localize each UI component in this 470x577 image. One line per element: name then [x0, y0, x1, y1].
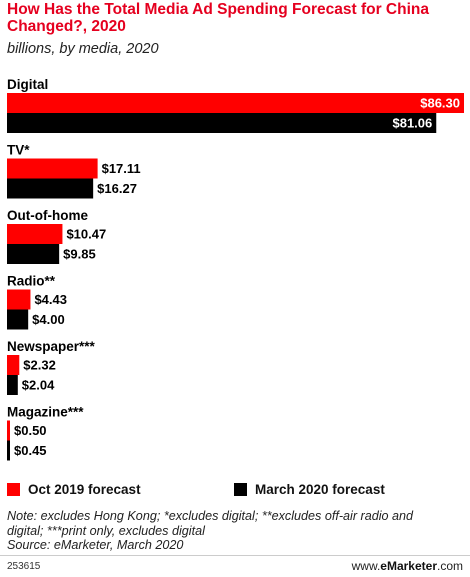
brand-link[interactable]: www.eMarketer.com — [352, 559, 463, 573]
data-label-radio-march-2020: $4.00 — [32, 312, 65, 327]
chart-id: 253615 — [7, 561, 41, 572]
bar-tv-oct-2019 — [7, 158, 98, 179]
data-label-tv-oct-2019: $17.11 — [102, 161, 141, 176]
data-label-magazine-oct-2019: $0.50 — [14, 423, 47, 438]
footnote-line-2: digital; ***print only, excludes digital — [7, 523, 205, 538]
data-label-out-of-home-oct-2019: $10.47 — [66, 227, 106, 242]
bar-digital-oct-2019 — [7, 93, 464, 113]
chart-title: How Has the Total Media Ad Spending Fore… — [7, 1, 429, 35]
brand-suffix: .com — [436, 559, 463, 573]
bar-chart: Digital $86.30 $81.06 TV* $17.11 $16.27 Out-of… — [7, 77, 464, 461]
legend-swatch-oct-2019 — [7, 482, 20, 496]
bar-radio-march-2020 — [7, 309, 29, 330]
category-label-out-of-home: Out-of-home — [7, 208, 88, 223]
brand-name: eMarketer — [380, 559, 437, 573]
footer-divider — [0, 555, 470, 556]
category-label-digital: Digital — [7, 77, 48, 92]
bar-newspaper-march-2020 — [7, 375, 18, 395]
bar-out-of-home-march-2020 — [7, 244, 60, 264]
category-label-tv: TV* — [7, 143, 30, 158]
brand-prefix: www. — [351, 559, 381, 573]
data-label-tv-march-2020: $16.27 — [97, 181, 137, 196]
legend-item-oct-2019: Oct 2019 forecast — [7, 480, 141, 498]
data-label-newspaper-oct-2019: $2.32 — [23, 358, 56, 373]
data-label-digital-oct-2019: $86.30 — [420, 96, 460, 111]
bar-digital-march-2020 — [7, 113, 437, 133]
legend-item-march-2020: March 2020 forecast — [234, 480, 385, 498]
bar-tv-march-2020 — [7, 178, 94, 199]
data-label-out-of-home-march-2020: $9.85 — [63, 247, 96, 262]
bar-out-of-home-oct-2019 — [7, 224, 63, 244]
bar-magazine-oct-2019 — [7, 420, 10, 441]
bar-newspaper-oct-2019 — [7, 355, 20, 375]
category-label-newspaper: Newspaper*** — [7, 339, 96, 354]
legend-label-oct-2019: Oct 2019 forecast — [28, 481, 141, 497]
bar-radio-oct-2019 — [7, 289, 31, 310]
category-label-magazine: Magazine*** — [7, 405, 84, 420]
bar-magazine-march-2020 — [7, 440, 10, 461]
source-line: Source: eMarketer, March 2020 — [7, 538, 184, 552]
data-label-magazine-march-2020: $0.45 — [14, 443, 47, 458]
footnote-line-1: Note: excludes Hong Kong; *excludes digi… — [7, 509, 414, 523]
footnote: Note: excludes Hong Kong; *excludes digi… — [7, 509, 463, 553]
data-label-digital-march-2020: $81.06 — [392, 116, 432, 131]
chart-subtitle: billions, by media, 2020 — [7, 41, 159, 57]
legend-label-march-2020: March 2020 forecast — [255, 481, 385, 497]
legend-swatch-march-2020 — [234, 482, 247, 496]
data-label-newspaper-march-2020: $2.04 — [22, 378, 55, 393]
category-label-radio: Radio** — [7, 274, 56, 289]
data-label-radio-oct-2019: $4.43 — [34, 292, 67, 307]
